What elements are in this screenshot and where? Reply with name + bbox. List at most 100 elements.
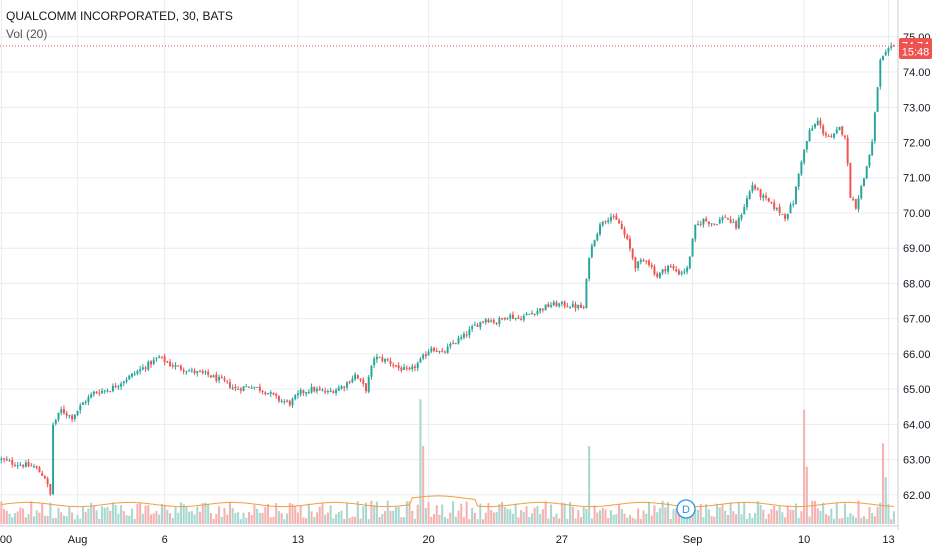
volume-bar [797,517,800,524]
volume-bar [256,508,259,524]
candle-body [22,465,25,467]
price-tick-label: 72.00 [903,138,931,150]
volume-bar [547,518,550,524]
volume-bar [103,507,106,524]
candle-body [193,370,196,374]
volume-bar [729,502,732,524]
candle-body [239,388,242,391]
candle-body [438,351,441,353]
candle-body [555,302,558,307]
volume-bar [302,517,305,524]
candle-body [302,390,305,393]
candle-body [237,388,240,390]
candle-body [316,389,319,392]
candle-body [789,204,792,214]
candle-body [623,228,626,235]
candle-body [275,393,278,396]
candle-body [735,221,738,229]
candle-body [566,305,569,307]
candle-body [332,391,335,394]
volume-bar [710,516,713,524]
candle-body [778,206,781,214]
candle-body [699,223,702,225]
volume-bar [628,515,631,524]
candle-body [609,216,612,221]
candle-body [326,390,329,392]
candle-body [661,269,664,273]
volume-bar [892,511,895,524]
candle-body [577,305,580,309]
candle-body [544,304,547,311]
volume-bar [68,506,71,524]
time-axis[interactable]: 5:00 Aug 6 13 20 27 Sep 10 13 [0,534,895,546]
candle-body [618,220,621,224]
candle-body [348,381,351,383]
volume-bar [653,505,656,524]
volume-bar [808,516,811,524]
volume-bar [275,503,278,524]
candle-body [672,266,675,269]
candle-body [574,304,577,309]
volume-bar [87,508,90,524]
price-tick-label: 65.00 [903,384,931,396]
candle-body [522,315,525,320]
candle-body [394,365,397,367]
volume-bar [313,517,316,524]
volume-bar [218,506,221,524]
candle-body [68,415,71,417]
volume-bar [560,502,563,524]
candle-body [680,272,683,274]
candle-body [49,483,52,495]
volume-bar [511,513,514,524]
volume-bar [778,506,781,524]
candle-body [209,375,212,378]
volume-bar [204,502,207,524]
candle-body [215,374,218,381]
candle-body [482,321,484,323]
volume-bar [52,518,55,524]
candle-body [645,260,648,262]
volume-bar [571,506,574,524]
volume-bar [775,510,778,524]
candle-body [220,376,223,379]
candle-body [201,370,204,373]
dividend-event[interactable]: D [676,499,696,519]
volume-bar [441,504,444,524]
candle-body [762,195,765,198]
candle-body [653,266,656,275]
volume-bar [166,509,169,524]
candle-body [683,271,686,273]
candle-body [650,264,653,267]
volume-bar [596,512,599,524]
dividend-marker-circle[interactable] [676,499,696,519]
volume-bar [237,512,240,524]
volume-bar [335,514,338,524]
volume-bar [620,508,623,524]
candle-body [286,400,289,402]
volume-bar [819,510,822,524]
candle-body [375,356,378,360]
volume-bar [675,508,678,524]
volume-bar [699,503,702,524]
candle-body [767,198,770,202]
volume-bar [718,507,721,524]
volume-bar [294,505,297,524]
volume-bar [495,511,498,524]
volume-bar [860,517,863,524]
candle-body [370,365,373,377]
candle-body [800,161,803,175]
candle-body [656,273,659,277]
candle-body [637,261,640,269]
volume-bar [351,516,354,524]
price-axis[interactable]: 62.00 63.00 64.00 65.00 66.00 67.00 68.00 69.00… [903,32,931,502]
volume-bar [881,443,885,524]
volume-bar [367,519,370,524]
candle-body [62,408,65,414]
candle-body [422,354,425,359]
candle-body [552,302,555,306]
volume-moving-average-line [1,495,894,508]
volume-indicator-label[interactable]: Vol (20) [6,27,48,41]
volume-bar [231,507,234,524]
candle-body [103,390,106,392]
